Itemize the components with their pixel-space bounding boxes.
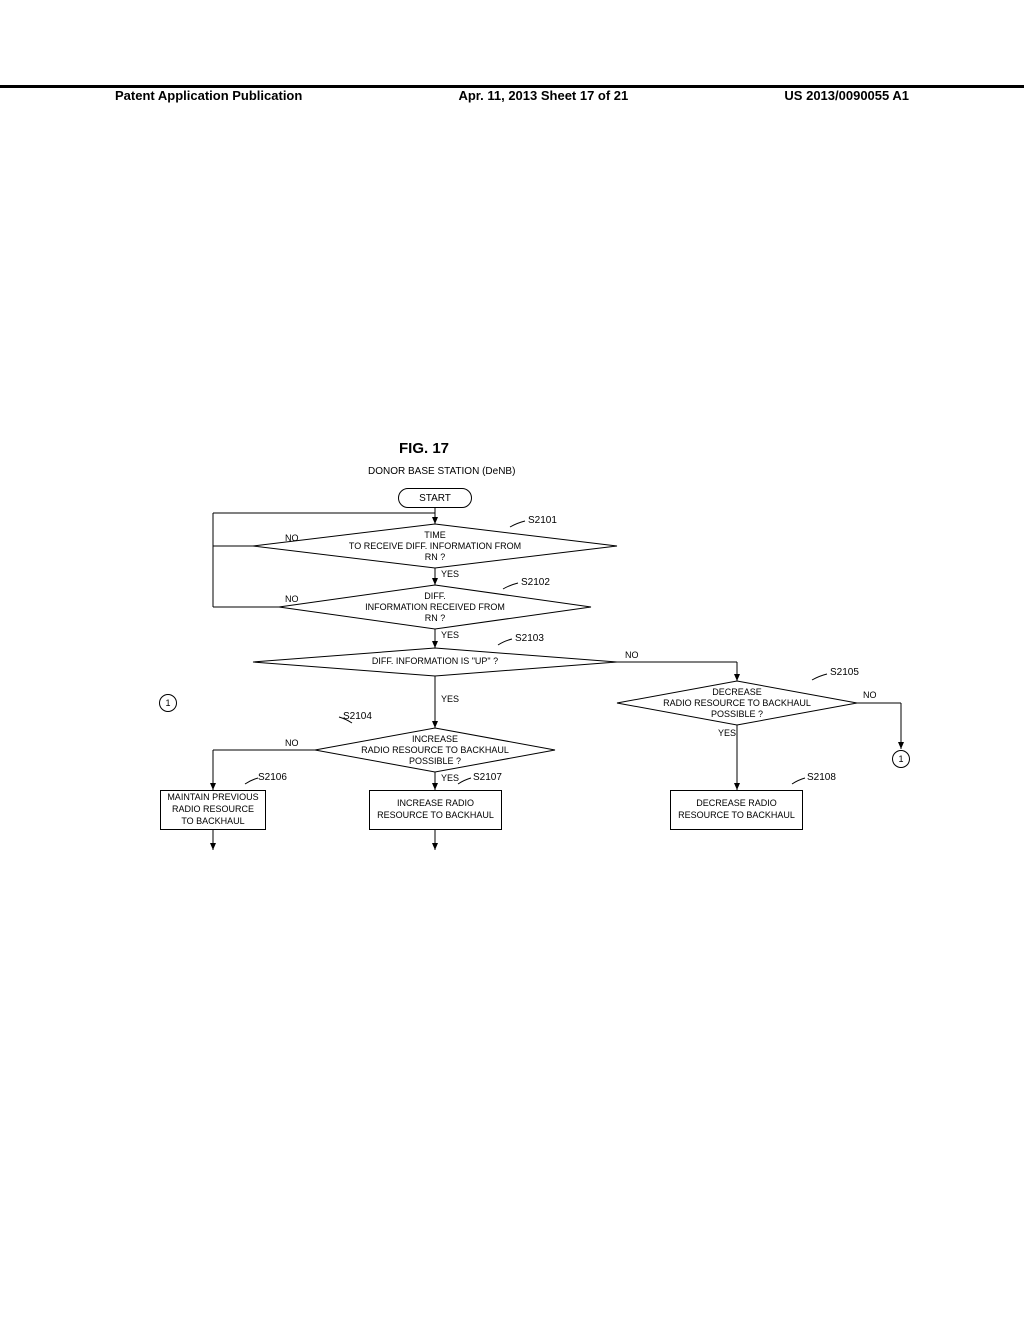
s2102-ref: S2102 (521, 577, 550, 588)
connector-1-left: 1 (159, 694, 177, 712)
s2101-ref: S2101 (528, 515, 557, 526)
s2104-no: NO (285, 738, 299, 748)
s2108-ref: S2108 (807, 772, 836, 783)
s2105-no: NO (863, 690, 877, 700)
s2106-text: MAINTAIN PREVIOUSRADIO RESOURCETO BACKHA… (167, 792, 258, 827)
s2102-no: NO (285, 594, 299, 604)
s2106-box: MAINTAIN PREVIOUSRADIO RESOURCETO BACKHA… (160, 790, 266, 830)
connector-1-right: 1 (892, 750, 910, 768)
s2103-yes: YES (441, 694, 459, 704)
s2106-ref: S2106 (258, 772, 287, 783)
s2105-text: DECREASERADIO RESOURCE TO BACKHAULPOSSIB… (659, 687, 815, 719)
s2101-text: TIMETO RECEIVE DIFF. INFORMATION FROMRN … (335, 530, 535, 562)
s2105-yes: YES (718, 728, 736, 738)
s2105-ref: S2105 (830, 667, 859, 678)
s2102-yes: YES (441, 630, 459, 640)
s2101-no: NO (285, 533, 299, 543)
s2104-yes: YES (441, 773, 459, 783)
s2103-text: DIFF. INFORMATION IS "UP" ? (335, 657, 535, 667)
s2107-box: INCREASE RADIORESOURCE TO BACKHAUL (369, 790, 502, 830)
s2102-text: DIFF.INFORMATION RECEIVED FROMRN ? (350, 591, 520, 623)
s2103-ref: S2103 (515, 633, 544, 644)
s2104-ref: S2104 (343, 711, 372, 722)
s2107-text: INCREASE RADIORESOURCE TO BACKHAUL (377, 798, 494, 821)
s2108-box: DECREASE RADIORESOURCE TO BACKHAUL (670, 790, 803, 830)
s2108-text: DECREASE RADIORESOURCE TO BACKHAUL (678, 798, 795, 821)
s2104-text: INCREASERADIO RESOURCE TO BACKHAULPOSSIB… (357, 734, 513, 766)
s2103-no: NO (625, 650, 639, 660)
s2101-yes: YES (441, 569, 459, 579)
s2107-ref: S2107 (473, 772, 502, 783)
